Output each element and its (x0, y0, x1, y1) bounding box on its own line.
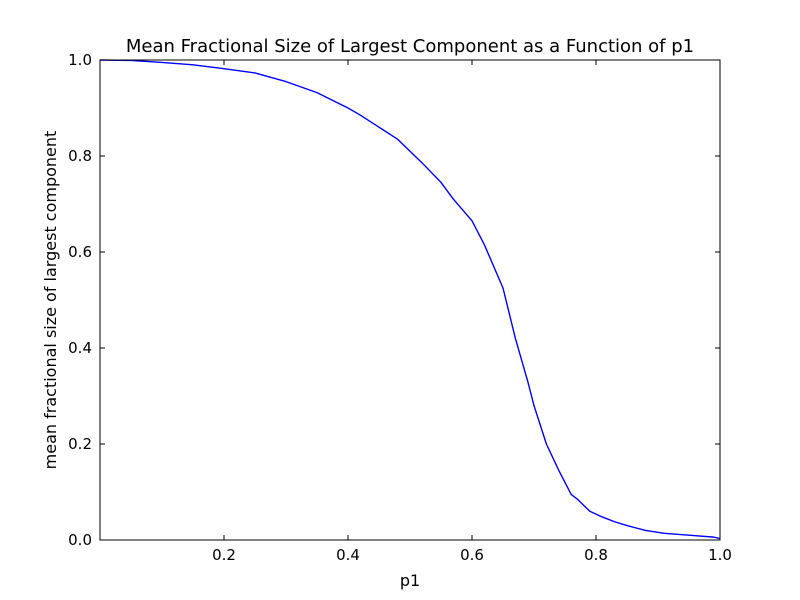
y-tick-label: 0.6 (68, 243, 92, 261)
y-tick-label: 0.4 (68, 339, 92, 357)
axis-ticks: 0.2 0.4 0.6 0.8 1.0 0.0 0.2 0.4 0.6 0.8 1.0 (68, 51, 732, 564)
y-tick-label: 0.8 (68, 147, 92, 165)
y-tick-label: 1.0 (68, 51, 92, 69)
series-line-0 (99, 59, 721, 540)
chart-title: Mean Fractional Size of Largest Componen… (126, 36, 694, 57)
x-tick-label: 0.8 (584, 546, 608, 564)
x-tick-label: 0.2 (212, 546, 236, 564)
x-tick-label: 0.6 (460, 546, 484, 564)
y-axis-title: mean fractional size of largest componen… (41, 131, 60, 470)
x-axis-title: p1 (400, 571, 420, 590)
x-tick-label: 1.0 (708, 546, 732, 564)
y-tick-label: 0.0 (68, 531, 92, 549)
plot-frame (99, 59, 721, 541)
y-tick-label: 0.2 (68, 435, 92, 453)
plot-area (99, 59, 721, 540)
x-tick-label: 0.4 (336, 546, 360, 564)
